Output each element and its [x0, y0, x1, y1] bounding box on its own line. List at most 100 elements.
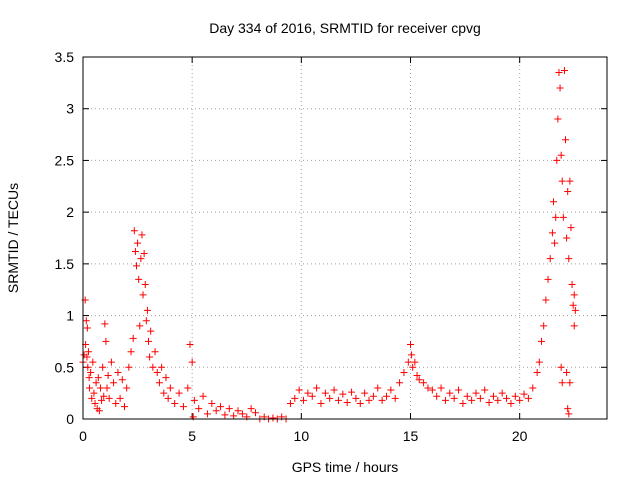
data-point	[428, 386, 436, 394]
y-tick-label: 2	[66, 204, 74, 220]
data-point	[149, 363, 157, 371]
y-tick-label: 0.5	[55, 359, 75, 375]
data-point	[195, 405, 203, 413]
data-point	[409, 363, 417, 371]
data-point	[516, 396, 524, 404]
y-axis-label: SRMTID / TECUs	[5, 183, 21, 293]
data-point	[348, 388, 356, 396]
data-point	[420, 379, 428, 387]
data-point	[104, 372, 112, 380]
data-point	[145, 337, 152, 345]
data-point	[225, 405, 233, 413]
data-point	[186, 341, 194, 349]
data-point	[352, 394, 360, 402]
data-point	[87, 368, 95, 376]
data-point	[535, 358, 543, 366]
data-point	[103, 384, 111, 392]
data-point	[553, 156, 561, 164]
data-point	[92, 379, 100, 387]
data-point	[123, 384, 131, 392]
data-point	[120, 403, 128, 411]
data-point	[153, 368, 161, 376]
data-point	[361, 389, 369, 397]
data-point	[102, 337, 110, 345]
data-point	[125, 363, 133, 371]
data-point	[151, 348, 159, 356]
data-point	[455, 386, 463, 394]
data-point	[570, 322, 578, 330]
data-point	[424, 384, 432, 392]
data-point	[190, 396, 198, 404]
data-point	[175, 389, 183, 397]
grid	[83, 57, 607, 419]
data-point	[542, 296, 550, 304]
data-point	[326, 394, 334, 402]
data-point	[552, 213, 560, 221]
data-point	[221, 411, 229, 419]
data-point	[391, 394, 399, 402]
data-point	[562, 136, 570, 144]
data-point	[382, 392, 390, 400]
axis-ticks: 0 5 10 15 20 0 0.5 1 1.5 2 2.5 3 3.5	[55, 49, 607, 444]
data-point	[112, 399, 120, 407]
data-point	[564, 187, 572, 195]
data-point	[96, 384, 104, 392]
data-point	[184, 384, 192, 392]
data-point	[136, 322, 144, 330]
data-point	[339, 390, 347, 398]
data-point	[83, 324, 91, 332]
data-point	[308, 392, 316, 400]
data-point	[396, 379, 404, 387]
data-point	[507, 399, 515, 407]
data-point	[485, 398, 493, 406]
data-point	[138, 231, 146, 239]
data-point	[555, 69, 563, 77]
data-point	[476, 394, 484, 402]
data-point	[162, 374, 170, 382]
y-tick-label: 0	[66, 411, 74, 427]
data-point	[564, 405, 572, 413]
data-point	[158, 363, 166, 371]
y-tick-label: 2.5	[55, 152, 75, 168]
data-point	[164, 394, 172, 402]
data-point	[129, 334, 137, 342]
data-point	[203, 410, 211, 418]
data-point	[166, 384, 174, 392]
data-point	[107, 358, 115, 366]
data-point	[141, 281, 149, 289]
data-point	[230, 412, 238, 420]
data-point	[558, 177, 566, 185]
data-point	[105, 394, 113, 402]
data-point	[99, 363, 107, 371]
data-point	[286, 399, 294, 407]
data-point	[110, 379, 118, 387]
chart-title: Day 334 of 2016, SRMTID for receiver cpv…	[209, 20, 481, 36]
data-point	[481, 386, 489, 394]
data-point	[155, 379, 163, 387]
data-point	[135, 275, 143, 283]
data-point	[569, 301, 577, 309]
data-point	[566, 379, 574, 387]
y-tick-label: 3.5	[55, 49, 75, 65]
data-point	[295, 386, 303, 394]
data-point	[90, 389, 98, 397]
data-point	[503, 394, 511, 402]
data-point	[84, 363, 92, 371]
data-point	[459, 399, 467, 407]
data-point	[160, 389, 168, 397]
data-point	[571, 306, 579, 314]
data-point	[472, 389, 480, 397]
data-point	[563, 234, 571, 242]
plot-frame	[82, 56, 608, 420]
data-point	[300, 396, 308, 404]
data-point	[544, 275, 552, 283]
data-point	[291, 394, 299, 402]
data-point	[83, 353, 91, 361]
data-point	[415, 376, 423, 384]
x-tick-label: 5	[188, 428, 196, 444]
data-point	[560, 66, 568, 74]
data-point	[304, 389, 312, 397]
x-axis-label: GPS time / hours	[292, 459, 399, 475]
data-point	[330, 386, 338, 394]
